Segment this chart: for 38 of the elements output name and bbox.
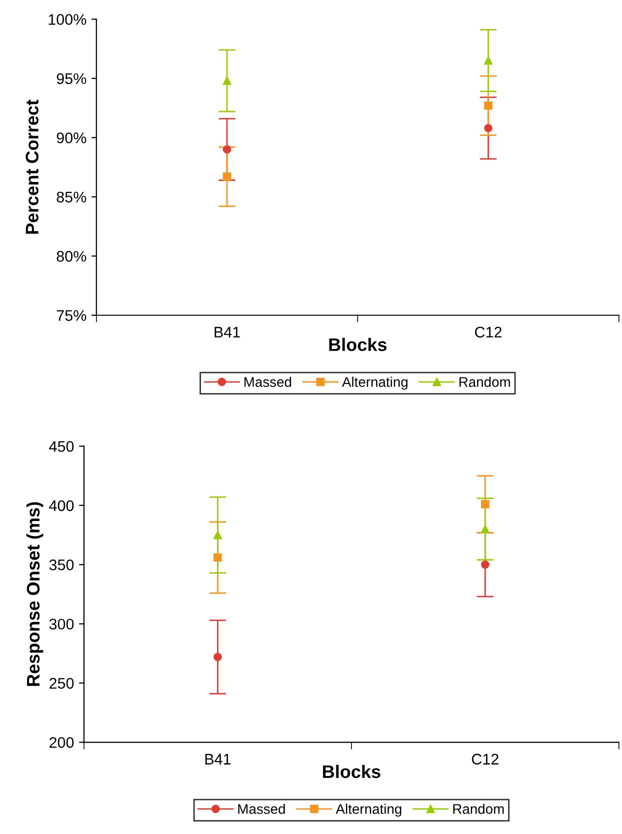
y-tick-label: 250 bbox=[50, 678, 74, 689]
x-tick-label: B41 bbox=[214, 326, 240, 338]
y-tick-label: 350 bbox=[49, 559, 74, 570]
y-axis-title: Response Onset (ms) bbox=[26, 502, 44, 686]
y-tick-label: 200 bbox=[50, 737, 74, 748]
y-tick-label: 80% bbox=[56, 250, 86, 262]
x-axis-title: Blocks bbox=[323, 764, 380, 778]
point bbox=[214, 652, 222, 662]
y-tick-label: 450 bbox=[49, 441, 74, 452]
point bbox=[214, 530, 222, 540]
y-tick-label: 90% bbox=[56, 132, 86, 144]
point bbox=[222, 172, 232, 181]
x-tick-label: C12 bbox=[475, 326, 502, 338]
legend-label: Alternating bbox=[342, 376, 408, 390]
point bbox=[480, 524, 490, 534]
point bbox=[222, 76, 232, 85]
legend-label: Massed bbox=[238, 804, 285, 814]
y-tick-label: 75% bbox=[56, 310, 86, 321]
x-axis-title: Blocks bbox=[329, 338, 387, 352]
x-tick-label: C12 bbox=[472, 754, 498, 765]
legend-label: Alternating bbox=[336, 804, 402, 817]
point bbox=[214, 553, 222, 562]
legend-label: Massed bbox=[244, 376, 292, 387]
point bbox=[484, 124, 492, 132]
legend-label: Random bbox=[460, 376, 510, 387]
y-tick-label: 95% bbox=[56, 73, 86, 84]
y-tick-label: 400 bbox=[49, 500, 74, 512]
y-tick-label: 85% bbox=[56, 192, 86, 203]
y-tick-label: 100% bbox=[48, 14, 86, 25]
y-axis-title: Percent Correct bbox=[26, 100, 38, 234]
point bbox=[484, 56, 492, 65]
point bbox=[484, 101, 492, 110]
point bbox=[222, 145, 232, 154]
point bbox=[480, 500, 490, 508]
point bbox=[480, 560, 490, 569]
legend-label: Random bbox=[453, 804, 504, 814]
y-tick-label: 300 bbox=[49, 618, 74, 630]
x-tick-label: B41 bbox=[205, 754, 231, 764]
